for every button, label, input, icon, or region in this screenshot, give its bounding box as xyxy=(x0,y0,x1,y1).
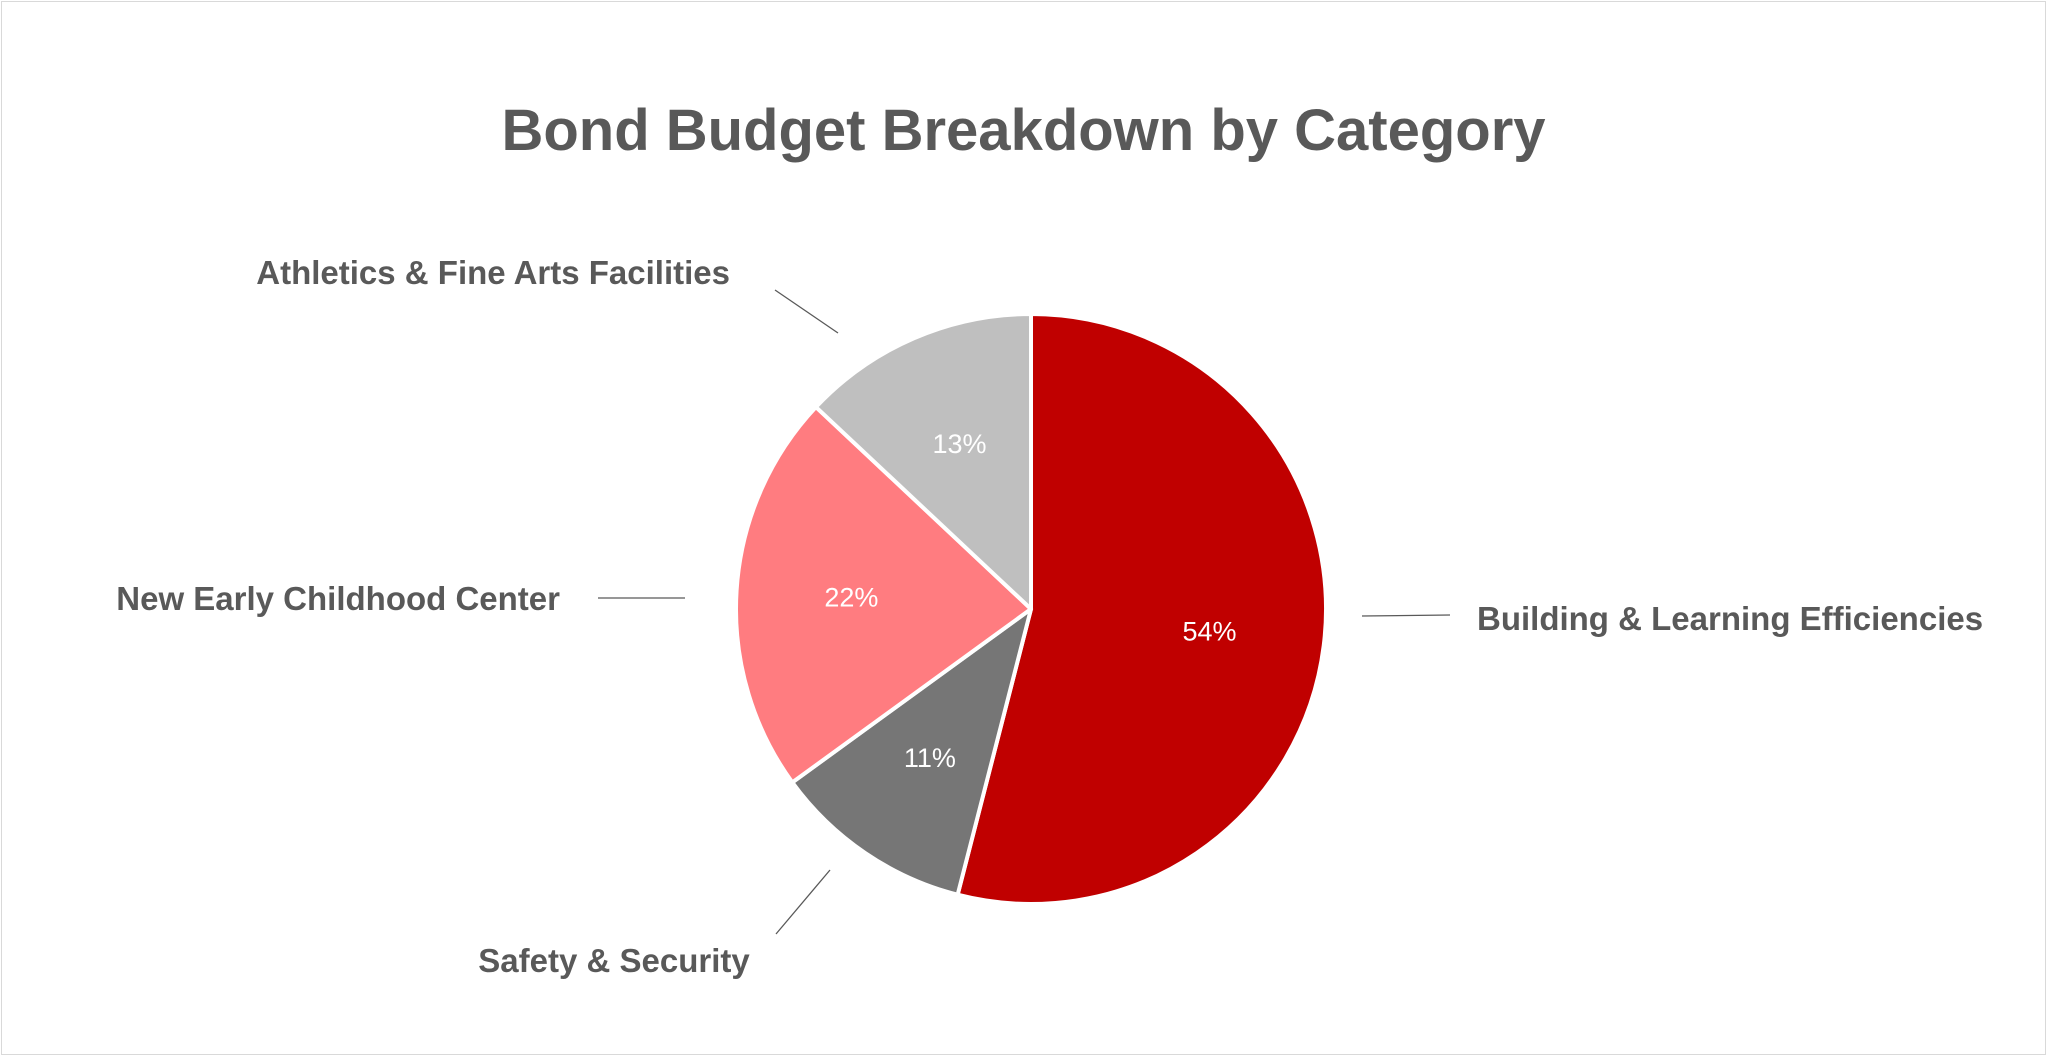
category-label-athletics-fine-arts-facilities: Athletics & Fine Arts Facilities xyxy=(256,254,730,291)
value-label-athletics-fine-arts-facilities: 13% xyxy=(933,429,987,459)
value-label-building-learning-efficiencies: 54% xyxy=(1183,617,1237,647)
value-label-new-early-childhood-center: 22% xyxy=(824,583,878,613)
category-labels: Building & Learning Efficiencies Safety &… xyxy=(116,254,1983,979)
value-label-safety-security: 11% xyxy=(904,743,956,773)
leader-line-athletics-fine-arts-facilities xyxy=(774,289,839,334)
chart-title: Bond Budget Breakdown by Category xyxy=(501,98,1546,163)
category-label-new-early-childhood-center: New Early Childhood Center xyxy=(116,580,560,617)
value-labels: 54% 11% 22% 13% xyxy=(824,429,1236,773)
pie-slices xyxy=(734,312,1328,906)
leader-line-building-learning-efficiencies xyxy=(1361,614,1451,617)
category-label-safety-security: Safety & Security xyxy=(478,942,750,979)
pie-slice-athletics-fine-arts-facilities xyxy=(813,312,1033,611)
pie-slice-building-learning-efficiencies xyxy=(955,312,1328,906)
pie-slice-new-early-childhood-center xyxy=(734,405,1033,785)
leader-line-safety-security xyxy=(775,869,831,935)
leader-lines xyxy=(598,289,1451,935)
pie-slice-safety-security xyxy=(790,607,1033,897)
category-label-building-learning-efficiencies: Building & Learning Efficiencies xyxy=(1477,600,1983,637)
